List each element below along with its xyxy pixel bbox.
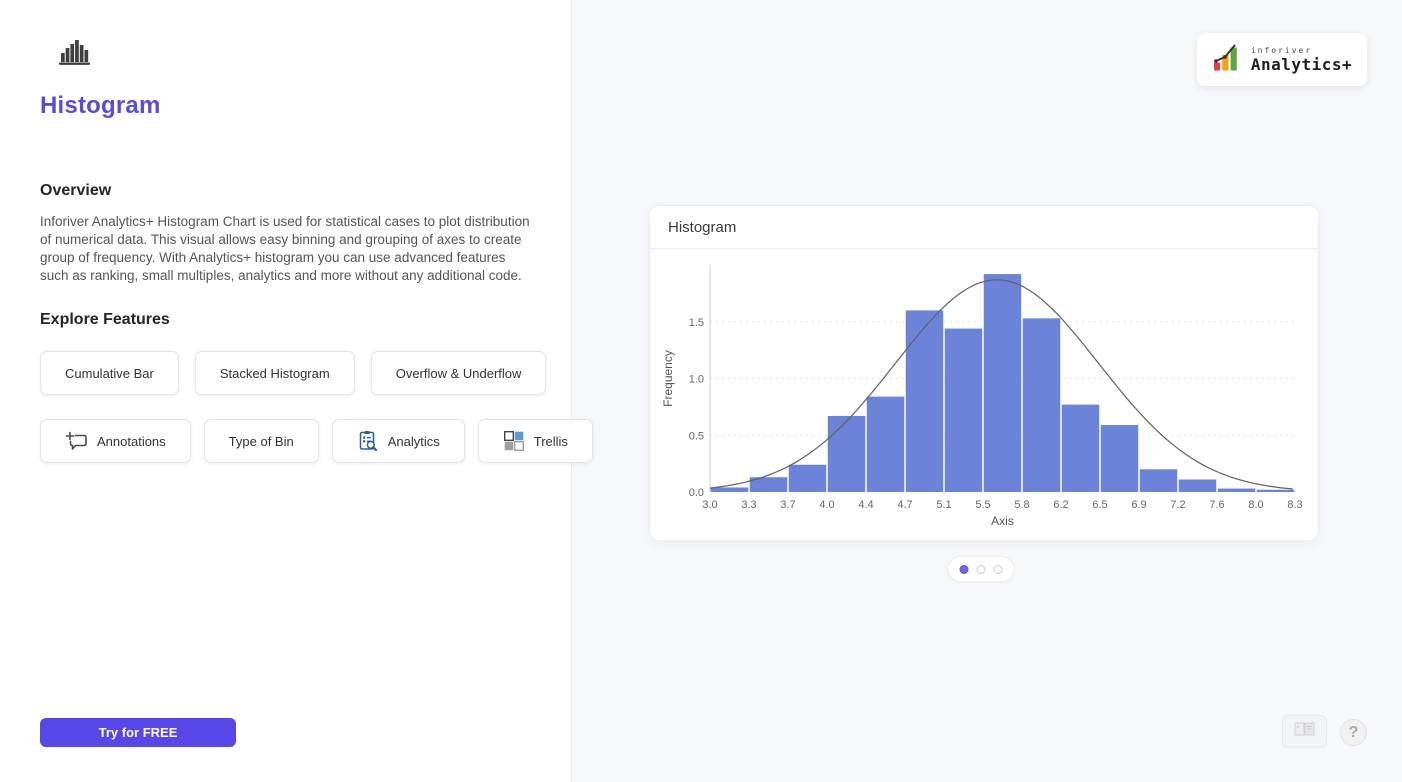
svg-text:5.5: 5.5	[975, 499, 990, 511]
svg-text:1.5: 1.5	[689, 317, 704, 329]
svg-text:3.0: 3.0	[702, 499, 717, 511]
histogram-glyph-icon	[58, 36, 92, 68]
svg-text:8.0: 8.0	[1248, 499, 1263, 511]
feature-label: Cumulative Bar	[65, 365, 154, 381]
page-title: Histogram	[40, 92, 161, 119]
carousel-dot-1[interactable]	[959, 564, 969, 574]
svg-text:6.9: 6.9	[1131, 499, 1146, 511]
feature-button-stacked-histogram[interactable]: Stacked Histogram	[194, 351, 355, 395]
brand-chart-icon	[1212, 42, 1242, 77]
right-panel: inforiver Analytics+ Histogram 0.0 0.5 1.0…	[571, 0, 1402, 782]
histogram-chart: 0.0 0.5 1.0 1.5 3.0 3.3 3.7 4.0 4.4 4.7 5.1 5.5 5.8 6…	[661, 265, 1303, 528]
svg-text:3.3: 3.3	[741, 499, 756, 511]
feature-label: Overflow & Underflow	[395, 365, 522, 381]
book-icon	[1294, 722, 1315, 742]
feature-button-type-of-bin[interactable]: Type of Bin	[203, 419, 319, 463]
carousel-dot-2[interactable]	[976, 564, 986, 574]
trellis-icon	[503, 430, 525, 452]
help-button[interactable]: ?	[1340, 719, 1367, 746]
svg-text:7.6: 7.6	[1209, 499, 1224, 511]
left-panel: Histogram Overview Inforiver Analytics+ …	[0, 0, 593, 782]
reader-button[interactable]	[1282, 715, 1327, 748]
chart-title: Histogram	[650, 206, 1318, 249]
features-heading: Explore Features	[40, 311, 170, 328]
svg-text:4.4: 4.4	[858, 499, 873, 511]
carousel	[947, 556, 1015, 582]
feature-label: Type of Bin	[228, 433, 294, 449]
feature-row-2: Annotations Type of Bin	[40, 419, 593, 463]
brand-text: inforiver Analytics+	[1250, 45, 1353, 74]
svg-text:6.5: 6.5	[1092, 499, 1107, 511]
question-icon: ?	[1348, 723, 1359, 741]
feature-label: Analytics	[387, 433, 440, 449]
carousel-dot-3[interactable]	[993, 564, 1003, 574]
svg-text:5.1: 5.1	[936, 499, 951, 511]
svg-text:0.0: 0.0	[689, 487, 704, 499]
feature-label: Trellis	[533, 433, 568, 449]
feature-label: Stacked Histogram	[219, 365, 330, 381]
feature-button-annotations[interactable]: Annotations	[40, 419, 191, 463]
svg-text:4.7: 4.7	[897, 499, 912, 511]
feature-row-1: Cumulative Bar Stacked Histogram Overflo…	[40, 351, 547, 395]
try-free-button[interactable]: Try for FREE	[40, 718, 236, 747]
svg-text:0.5: 0.5	[689, 430, 704, 442]
svg-text:1.0: 1.0	[689, 374, 704, 386]
feature-button-analytics[interactable]: Analytics	[331, 419, 465, 463]
svg-text:7.2: 7.2	[1170, 499, 1185, 511]
brand-card: inforiver Analytics+	[1197, 33, 1367, 86]
svg-text:Frequency: Frequency	[661, 350, 675, 407]
overview-heading: Overview	[40, 182, 112, 199]
annotations-icon	[65, 431, 88, 452]
svg-text:3.7: 3.7	[780, 499, 795, 511]
svg-text:8.3: 8.3	[1287, 499, 1302, 511]
svg-text:6.2: 6.2	[1053, 499, 1068, 511]
brand-name-small: inforiver	[1250, 45, 1313, 55]
overview-text: Inforiver Analytics+ Histogram Chart is …	[40, 214, 530, 283]
feature-button-cumulative-bar[interactable]: Cumulative Bar	[40, 351, 179, 395]
chart-card: Histogram 0.0 0.5 1.0 1.5 3.0 3.3 3.7 4.0 4.4 4.7…	[649, 205, 1319, 541]
brand-name-main: Analytics+	[1250, 54, 1353, 74]
svg-text:4.0: 4.0	[819, 499, 834, 511]
svg-text:Axis: Axis	[991, 514, 1014, 528]
feature-button-trellis[interactable]: Trellis	[477, 419, 593, 463]
analytics-icon	[357, 430, 379, 452]
feature-button-overflow-underflow[interactable]: Overflow & Underflow	[370, 351, 547, 395]
svg-text:5.8: 5.8	[1014, 499, 1029, 511]
feature-label: Annotations	[97, 433, 166, 449]
